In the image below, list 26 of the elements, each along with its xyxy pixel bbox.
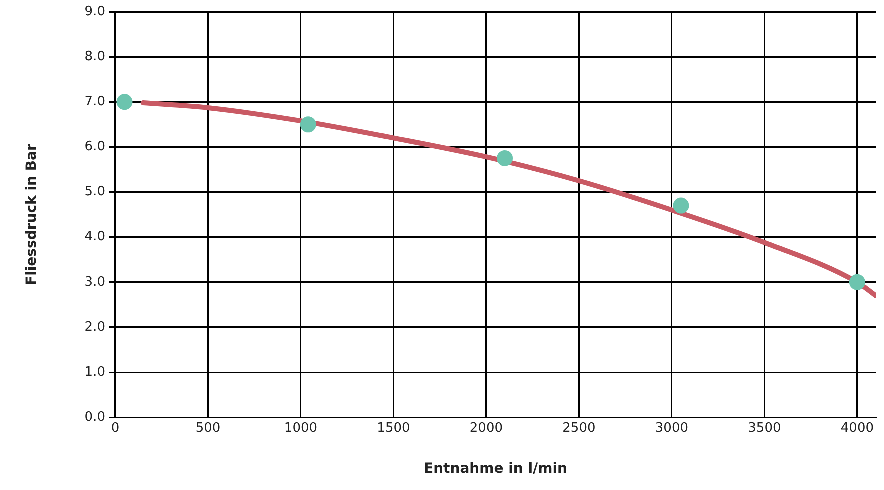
y-tick-label: 4.0 xyxy=(84,230,106,245)
x-tick-label: 1500 xyxy=(377,420,410,436)
x-tick-label: 2000 xyxy=(470,420,504,436)
x-tick-label: 2500 xyxy=(562,420,596,436)
x-tick-label: 3000 xyxy=(655,420,689,436)
y-tick-label: 5.0 xyxy=(84,184,106,200)
y-tick-label: 0.0 xyxy=(84,410,106,425)
y-tick-label: 3.0 xyxy=(84,274,106,290)
y-tick-label: 8.0 xyxy=(84,49,106,64)
y-tick-label: 2.0 xyxy=(84,320,106,335)
point xyxy=(300,116,316,133)
y-tick-label: 7.0 xyxy=(84,94,106,110)
y-axis-title: Fliessdruck in Bar xyxy=(24,144,40,286)
point xyxy=(673,198,690,214)
point xyxy=(849,274,866,290)
point xyxy=(497,150,514,166)
x-tick-label: 3500 xyxy=(748,420,782,436)
y-tick-label: 1.0 xyxy=(84,364,106,380)
y-tick-label: 9.0 xyxy=(84,4,106,20)
y-tick-label: 6.0 xyxy=(84,140,106,155)
x-tick-label: 0 xyxy=(111,420,120,436)
x-tick-label: 4000 xyxy=(840,420,874,436)
x-tick-label: 500 xyxy=(196,420,221,436)
point xyxy=(116,94,133,110)
x-axis-title: Entnahme in l/min xyxy=(424,461,568,478)
x-tick-label: 1000 xyxy=(284,420,318,436)
